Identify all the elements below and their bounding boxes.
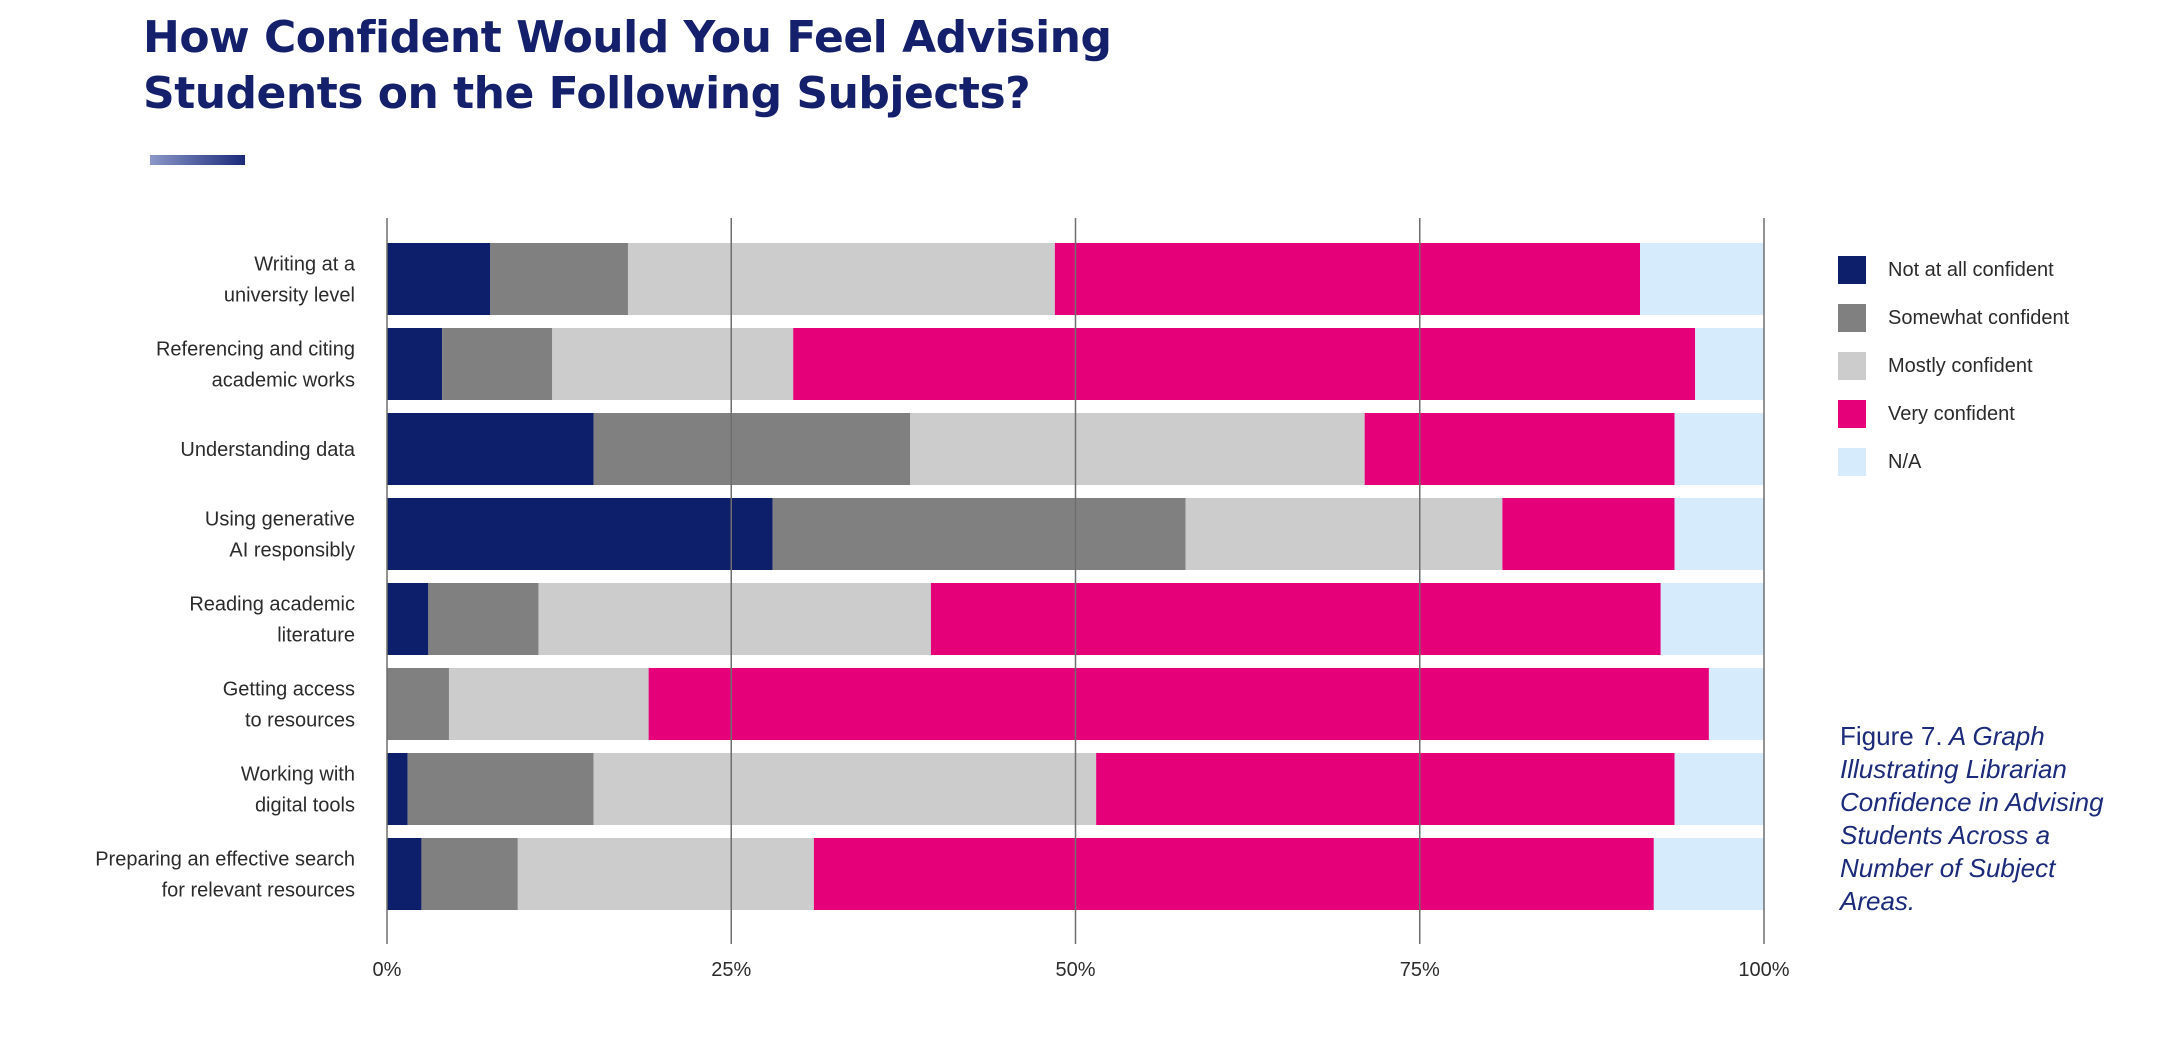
- bar-segment: [421, 838, 518, 910]
- chart-title: How Confident Would You Feel Advising St…: [143, 10, 1112, 122]
- bar-segment: [1695, 328, 1764, 400]
- legend-swatch: [1838, 448, 1866, 476]
- bar-segment: [1502, 498, 1675, 570]
- category-label: Reading academic: [189, 594, 355, 616]
- bar-segment: [627, 243, 1055, 315]
- bar-segment: [552, 328, 794, 400]
- bar-segment: [387, 668, 449, 740]
- x-tick-label: 0%: [373, 959, 402, 981]
- bar-segment: [1674, 413, 1764, 485]
- bar-segment: [1660, 583, 1764, 655]
- category-label: university level: [224, 285, 355, 307]
- figure-caption: Figure 7. A Graph Illustrating Librarian…: [1840, 720, 2130, 918]
- legend-swatch: [1838, 256, 1866, 284]
- bar-segment: [428, 583, 539, 655]
- stacked-bar-chart: Writing at a university level Referencing …: [95, 218, 1790, 981]
- category-label: Writing at a: [254, 254, 356, 276]
- category-label: Working with: [241, 764, 355, 786]
- figure-caption-text: A Graph Illustrating Librarian Confidenc…: [1840, 721, 2104, 916]
- category-label: Preparing an effective search: [95, 849, 355, 871]
- category-label: for relevant resources: [162, 880, 355, 902]
- bar-segment: [538, 583, 931, 655]
- legend-swatch: [1838, 352, 1866, 380]
- bar-segment: [517, 838, 814, 910]
- bar-segment: [648, 668, 1709, 740]
- bar-segment: [772, 498, 1186, 570]
- category-label: Understanding data: [180, 439, 355, 461]
- legend-label: Very confident: [1888, 402, 2015, 425]
- bar-segment: [1364, 413, 1675, 485]
- legend-item-na: N/A: [1838, 438, 2069, 486]
- x-tick-label: 100%: [1738, 959, 1789, 981]
- bar-segment: [1674, 498, 1764, 570]
- bar-segment: [387, 753, 408, 825]
- bar-segment: [930, 583, 1661, 655]
- bar-segment: [1674, 753, 1764, 825]
- legend-label: Somewhat confident: [1888, 306, 2070, 329]
- chart-title-line-2: Students on the Following Subjects?: [143, 68, 1031, 119]
- legend: Not at all confident Somewhat confident …: [1838, 246, 2069, 486]
- category-label: AI responsibly: [229, 540, 355, 562]
- bar-segment: [448, 668, 649, 740]
- figure-caption-label: Figure 7.: [1840, 721, 1943, 751]
- chart-title-line-1: How Confident Would You Feel Advising: [143, 12, 1112, 63]
- category-label: literature: [277, 625, 355, 647]
- bar-segment: [387, 328, 443, 400]
- bar-segment: [1096, 753, 1675, 825]
- x-tick-label: 75%: [1400, 959, 1440, 981]
- legend-item-very-confident: Very confident: [1838, 390, 2069, 438]
- category-label: to resources: [245, 710, 355, 732]
- bar-segment: [1640, 243, 1764, 315]
- bar-segment: [490, 243, 628, 315]
- legend-label: N/A: [1888, 450, 1922, 473]
- bar-segment: [387, 498, 773, 570]
- bar-segment: [387, 413, 594, 485]
- bar-segment: [387, 243, 491, 315]
- legend-swatch: [1838, 400, 1866, 428]
- bar-segment: [387, 583, 429, 655]
- title-accent-bar: [150, 155, 245, 165]
- category-label: Getting access: [223, 679, 355, 701]
- bar-segment: [593, 413, 911, 485]
- legend-item-somewhat-confident: Somewhat confident: [1838, 294, 2069, 342]
- legend-label: Mostly confident: [1888, 354, 2033, 377]
- bar-segment: [442, 328, 553, 400]
- category-label: Using generative: [205, 509, 355, 531]
- x-tick-label: 50%: [1055, 959, 1095, 981]
- bar-segment: [910, 413, 1365, 485]
- bar-segment: [813, 838, 1654, 910]
- legend-swatch: [1838, 304, 1866, 332]
- legend-item-not-at-all-confident: Not at all confident: [1838, 246, 2069, 294]
- bar-segment: [1708, 668, 1764, 740]
- bar-segment: [1653, 838, 1764, 910]
- legend-item-mostly-confident: Mostly confident: [1838, 342, 2069, 390]
- category-label: digital tools: [255, 795, 355, 817]
- category-label: Referencing and citing: [156, 339, 355, 361]
- bar-segment: [593, 753, 1097, 825]
- bar-segment: [793, 328, 1696, 400]
- bar-segment: [1185, 498, 1503, 570]
- category-label: academic works: [212, 370, 355, 392]
- x-tick-label: 25%: [711, 959, 751, 981]
- bar-segment: [407, 753, 594, 825]
- bar-segment: [1054, 243, 1641, 315]
- legend-label: Not at all confident: [1888, 258, 2054, 281]
- bar-segment: [387, 838, 422, 910]
